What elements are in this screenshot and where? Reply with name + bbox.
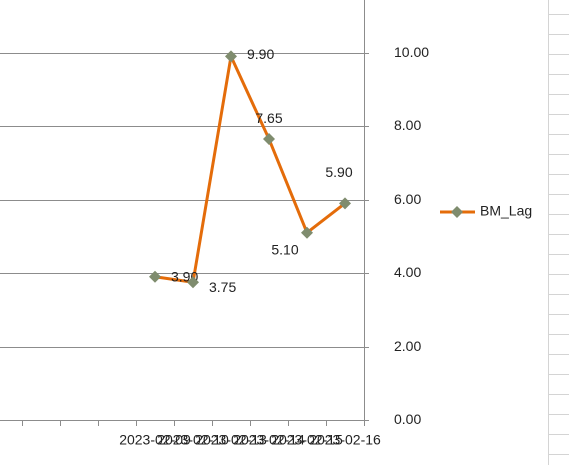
y-tick-label: 0.00: [394, 411, 421, 427]
y-tick-label: 6.00: [394, 191, 421, 207]
series-line: [154, 54, 346, 284]
x-tick-label: 2023-02-15: [271, 432, 343, 448]
data-label: 7.65: [255, 110, 282, 126]
marker: [263, 133, 275, 146]
x-tick-label: 2023-02-13: [195, 432, 267, 448]
data-label: 3.75: [209, 279, 236, 295]
marker: [339, 197, 351, 210]
data-label: 5.10: [271, 241, 298, 257]
sheet-grid: [548, 0, 569, 465]
y-tick-label: 2.00: [394, 338, 421, 354]
legend-marker: [451, 206, 463, 218]
x-tick-label: 2023-02-16: [309, 432, 381, 448]
marker: [149, 270, 161, 283]
x-tick-label: 2023-02-10: [157, 432, 229, 448]
x-tick-label: 2023-02-09: [119, 432, 191, 448]
y-tick-label: 8.00: [394, 117, 421, 133]
legend-label: BM_Lag: [480, 203, 532, 219]
data-label: 9.90: [247, 46, 274, 62]
marker: [301, 226, 313, 239]
y-tick-label: 4.00: [394, 264, 421, 280]
data-label: 5.90: [325, 164, 352, 180]
x-tick-label: 2023-02-14: [233, 432, 305, 448]
y-tick-label: 10.00: [394, 44, 429, 60]
marker: [225, 50, 237, 63]
marker: [187, 276, 199, 289]
